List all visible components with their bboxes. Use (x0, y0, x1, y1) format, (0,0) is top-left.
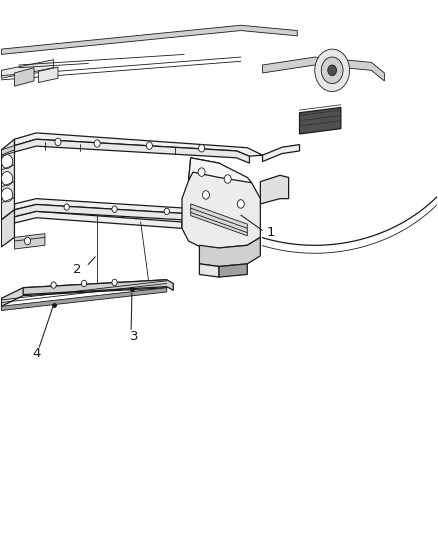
Circle shape (1, 155, 13, 168)
Circle shape (112, 279, 117, 286)
Circle shape (315, 49, 350, 92)
Polygon shape (14, 139, 250, 163)
Polygon shape (14, 233, 45, 249)
Polygon shape (1, 60, 53, 78)
Text: 1: 1 (267, 225, 276, 239)
Polygon shape (23, 280, 173, 295)
Circle shape (237, 200, 244, 208)
Circle shape (146, 142, 152, 149)
Circle shape (202, 191, 209, 199)
Circle shape (198, 168, 205, 176)
Polygon shape (199, 237, 260, 266)
Polygon shape (188, 158, 252, 183)
Circle shape (224, 175, 231, 183)
Polygon shape (260, 175, 289, 204)
Polygon shape (262, 144, 300, 161)
Polygon shape (1, 210, 14, 247)
Polygon shape (182, 158, 260, 248)
Polygon shape (1, 146, 14, 156)
Polygon shape (1, 25, 297, 54)
Polygon shape (14, 212, 182, 228)
Circle shape (51, 282, 56, 288)
Polygon shape (300, 108, 341, 134)
Polygon shape (219, 264, 247, 277)
Circle shape (25, 237, 31, 245)
Polygon shape (0, 150, 1, 248)
Polygon shape (14, 133, 262, 156)
Text: 2: 2 (73, 263, 82, 276)
Polygon shape (39, 67, 58, 83)
Circle shape (55, 138, 61, 146)
Polygon shape (191, 204, 247, 236)
Circle shape (81, 280, 87, 287)
Polygon shape (1, 280, 167, 306)
Circle shape (1, 188, 13, 202)
Circle shape (94, 140, 100, 147)
Polygon shape (1, 288, 167, 311)
Circle shape (164, 208, 170, 215)
Text: 3: 3 (130, 330, 138, 343)
Circle shape (198, 144, 205, 152)
Circle shape (64, 204, 69, 211)
Polygon shape (1, 139, 14, 220)
Circle shape (321, 57, 343, 84)
Polygon shape (14, 205, 237, 228)
Polygon shape (199, 264, 219, 277)
Circle shape (112, 206, 117, 213)
Polygon shape (262, 57, 385, 81)
Circle shape (328, 65, 336, 76)
Polygon shape (14, 68, 34, 86)
Circle shape (1, 172, 13, 185)
Text: 4: 4 (32, 348, 40, 360)
Polygon shape (14, 199, 237, 222)
